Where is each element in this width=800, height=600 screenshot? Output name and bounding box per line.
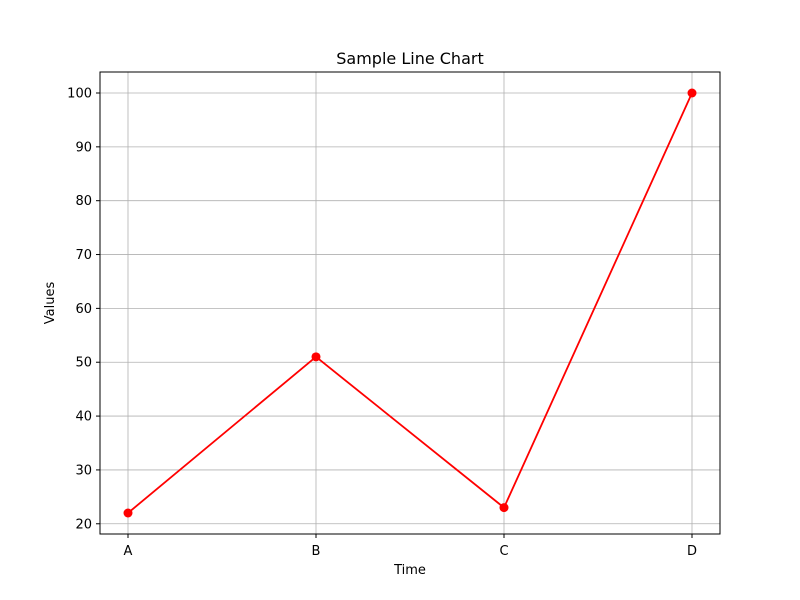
x-axis-label: Time: [393, 563, 426, 578]
y-tick-label: 70: [75, 248, 92, 263]
x-tick-label: C: [499, 544, 508, 559]
data-point: [687, 88, 697, 98]
y-axis-label: Values: [43, 282, 58, 325]
x-tick-label: D: [687, 544, 697, 559]
y-tick-label: 80: [75, 194, 92, 209]
y-tick-label: 90: [75, 140, 92, 155]
axis-ticks: A B C D 20 30 40 50 60 70 80 90 100: [67, 87, 697, 560]
series-layer: [123, 88, 697, 518]
y-tick-label: 40: [75, 410, 92, 425]
data-point: [123, 508, 133, 518]
data-point: [311, 352, 321, 362]
plot-area-frame: [99, 71, 721, 535]
y-tick-label: 20: [75, 517, 92, 532]
y-tick-label: 60: [75, 302, 92, 317]
y-tick-label: 100: [67, 87, 92, 102]
y-tick-label: 30: [75, 463, 92, 478]
grid-lines: [100, 72, 720, 534]
x-tick-label: A: [124, 544, 133, 559]
series-line: [127, 92, 693, 514]
x-tick-label: B: [312, 544, 321, 559]
y-tick-label: 50: [75, 356, 92, 371]
chart-title: Sample Line Chart: [336, 49, 483, 68]
data-point: [499, 503, 509, 513]
